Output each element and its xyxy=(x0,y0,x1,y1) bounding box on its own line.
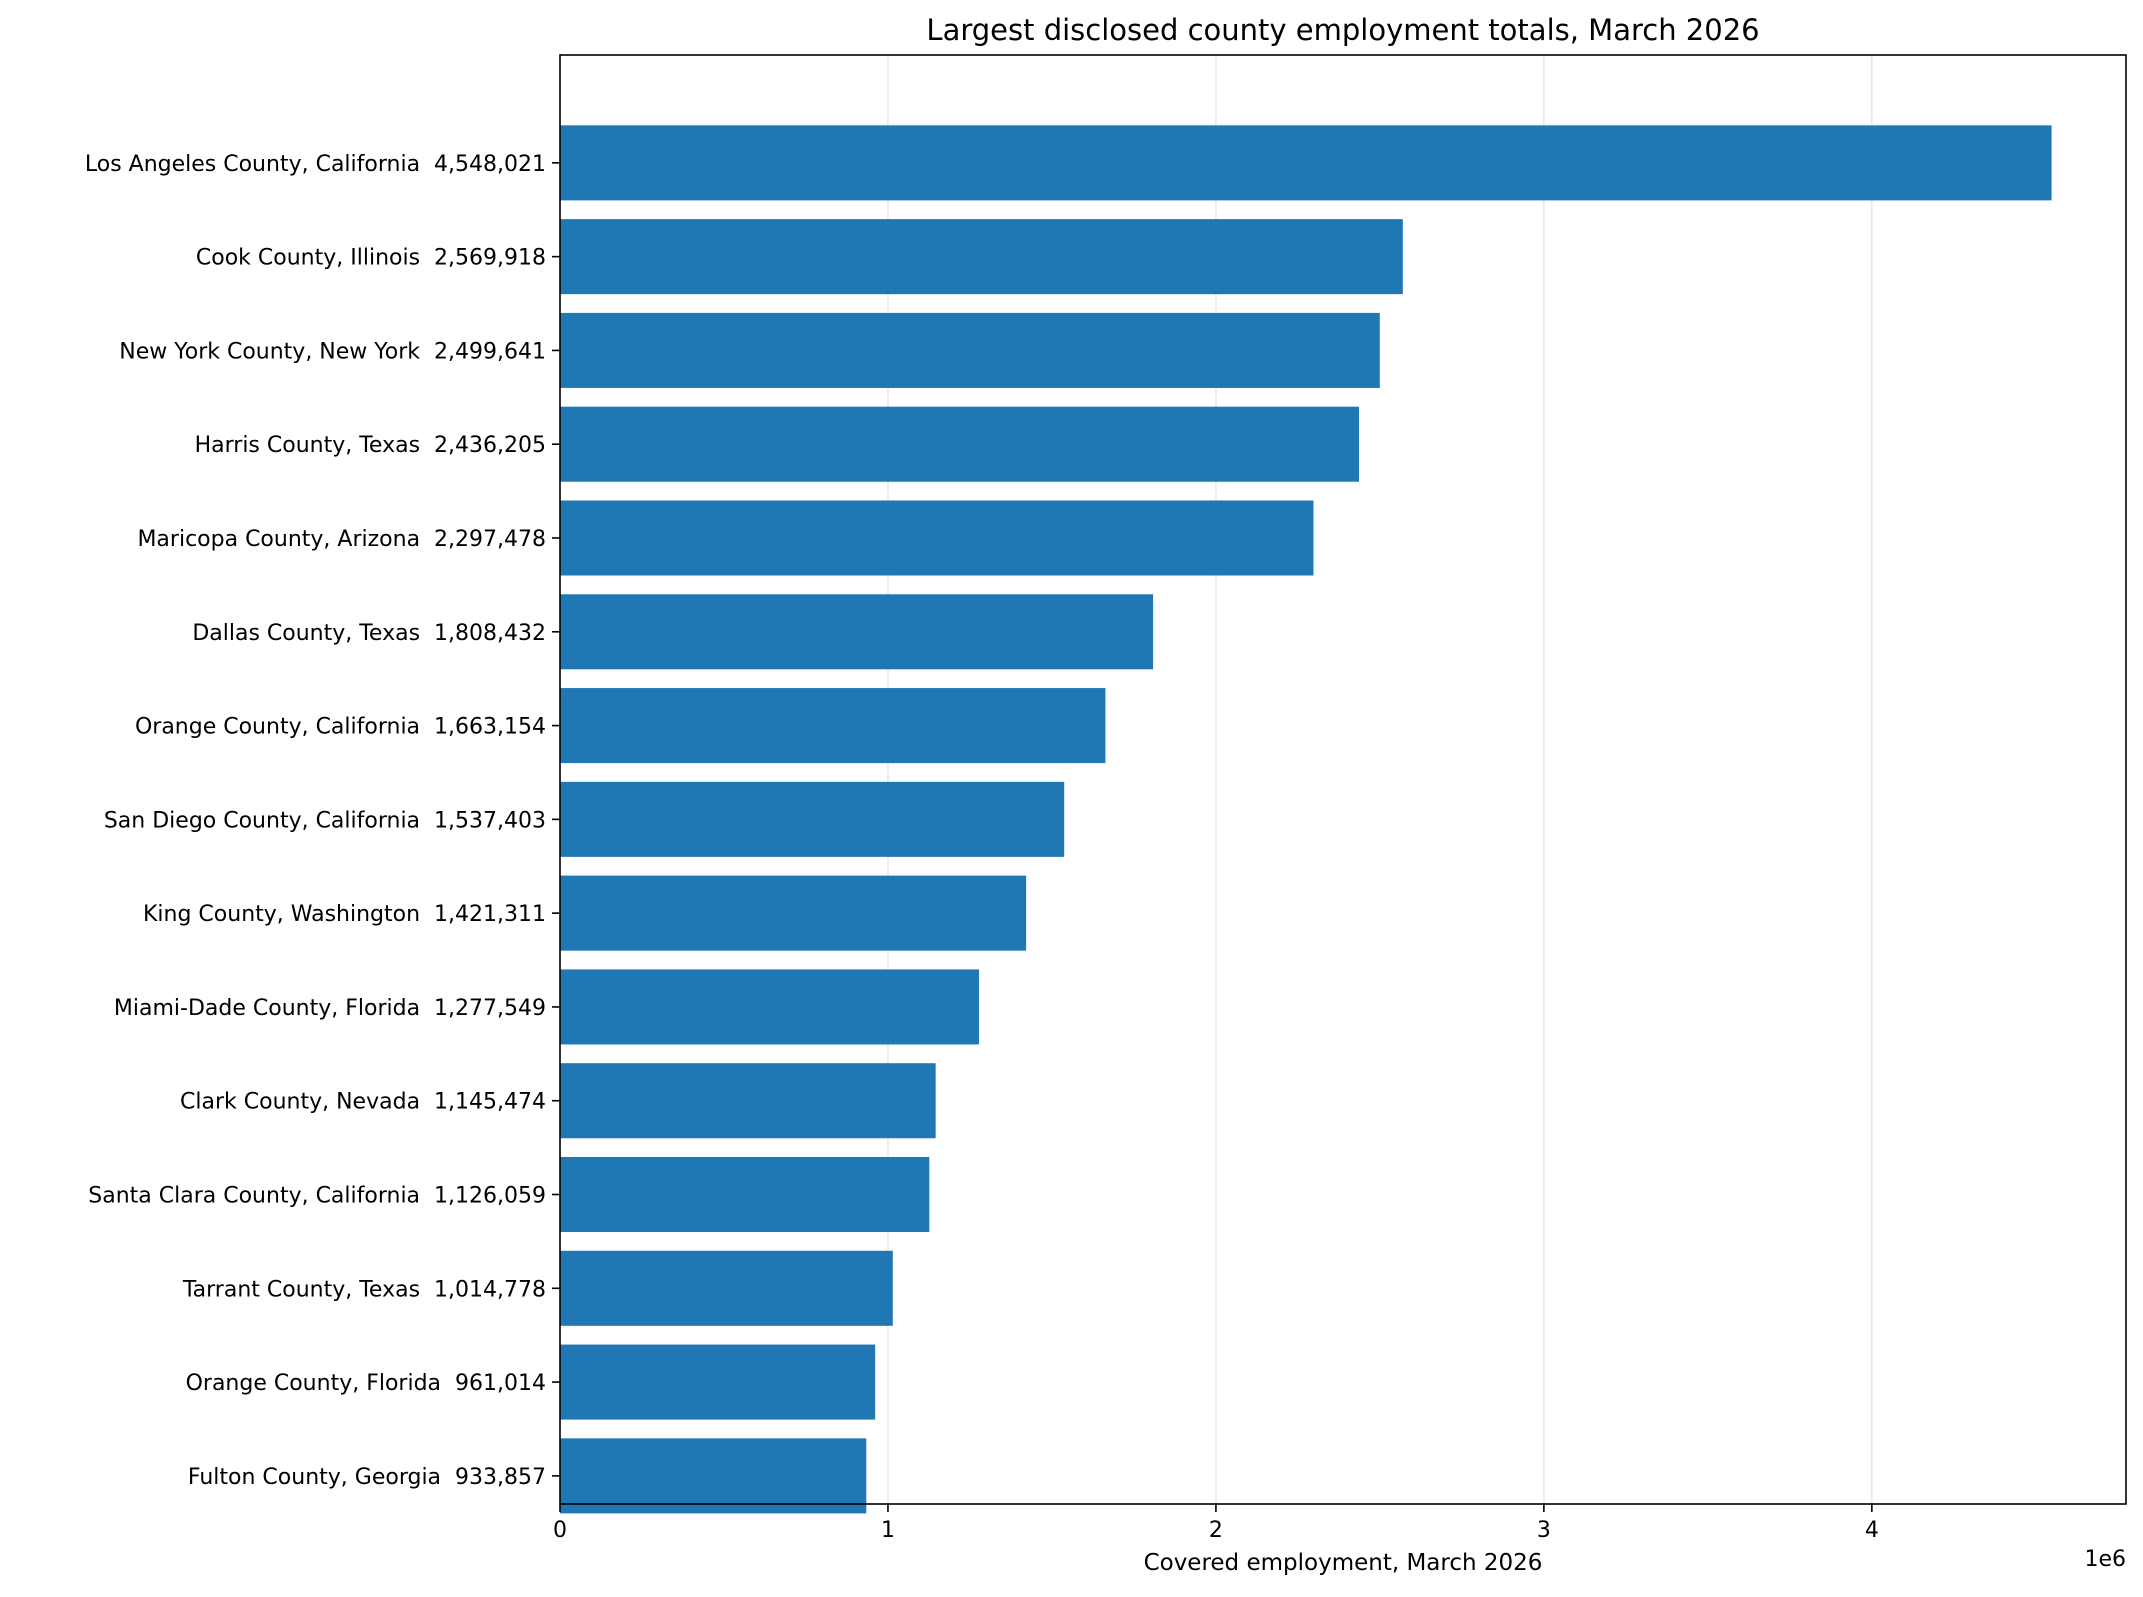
bar xyxy=(560,781,1065,857)
bar xyxy=(560,875,1027,951)
bar xyxy=(560,1250,893,1326)
bar xyxy=(560,1156,930,1233)
x-tick-label: 3 xyxy=(1537,1518,1551,1543)
x-axis-label: Covered employment, March 2026 xyxy=(1144,1550,1543,1576)
y-tick-label: King County, Washington 1,421,311 xyxy=(143,902,546,927)
y-tick-label: Santa Clara County, California 1,126,059 xyxy=(88,1184,546,1209)
bar xyxy=(560,1438,867,1514)
plot-frame xyxy=(559,54,2127,1505)
y-tick-label: Harris County, Texas 2,436,205 xyxy=(195,433,546,458)
y-tick-label: San Diego County, California 1,537,403 xyxy=(104,808,546,833)
tick-marks xyxy=(552,162,1873,1512)
y-tick-label: Fulton County, Georgia 933,857 xyxy=(188,1465,546,1490)
y-tick-label: Cook County, Illinois 2,569,918 xyxy=(196,246,546,271)
bar xyxy=(560,125,2052,201)
y-tick-label: Orange County, Florida 961,014 xyxy=(186,1371,546,1396)
x-axis-offset-label: 1e6 xyxy=(2084,1547,2126,1572)
y-tick-label: Miami-Dade County, Florida 1,277,549 xyxy=(114,996,546,1021)
y-tick-label: Orange County, California 1,663,154 xyxy=(135,715,546,740)
x-tick-label: 1 xyxy=(881,1518,895,1543)
y-tick-label: Maricopa County, Arizona 2,297,478 xyxy=(137,527,546,552)
bar xyxy=(560,969,979,1045)
chart-title: Largest disclosed county employment tota… xyxy=(926,13,1759,47)
y-tick-label: Clark County, Nevada 1,145,474 xyxy=(180,1090,546,1115)
y-tick-label: Tarrant County, Texas 1,014,778 xyxy=(182,1277,546,1302)
y-tick-label: Dallas County, Texas 1,808,432 xyxy=(192,621,546,646)
y-tick-label: New York County, New York 2,499,641 xyxy=(119,339,546,364)
x-tick-label: 2 xyxy=(1209,1518,1223,1543)
bar xyxy=(560,594,1154,670)
bar xyxy=(560,688,1106,764)
category-labels: 0 1 2 3 4 Los Angeles County, California 4,54… xyxy=(85,152,1879,1543)
bar xyxy=(560,500,1314,576)
bar xyxy=(560,1344,876,1420)
bar xyxy=(560,1063,936,1139)
x-tick-label: 0 xyxy=(553,1518,567,1543)
bar xyxy=(560,312,1380,388)
x-tick-label: 4 xyxy=(1865,1518,1879,1543)
y-tick-label: Los Angeles County, California 4,548,021 xyxy=(85,152,546,177)
bar xyxy=(560,219,1403,295)
bar xyxy=(560,406,1359,482)
bars xyxy=(560,125,2052,1514)
